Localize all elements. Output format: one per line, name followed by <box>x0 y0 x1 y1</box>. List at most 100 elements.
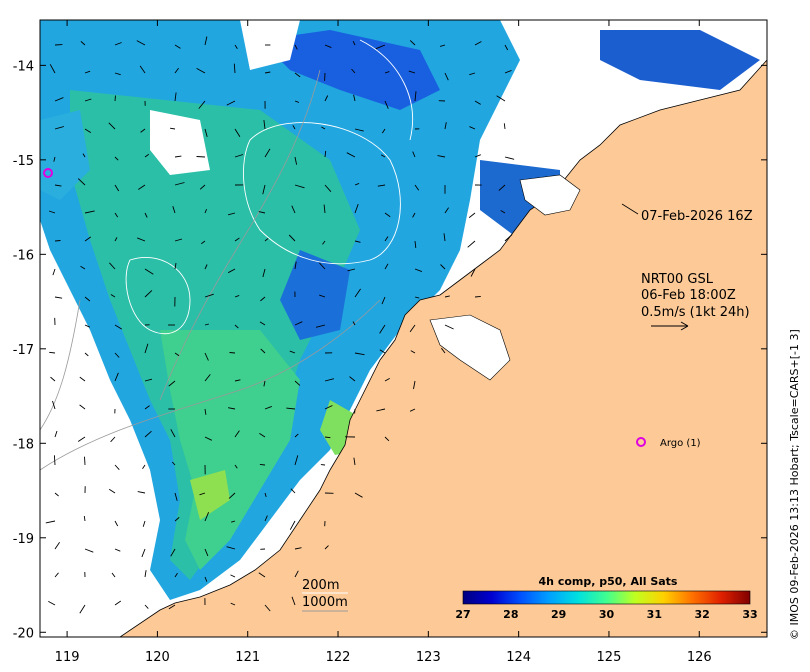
colorbar-tick-label: 30 <box>599 608 615 621</box>
current-vector <box>354 240 361 243</box>
current-vector <box>230 602 236 606</box>
current-vector <box>264 405 272 410</box>
current-vector <box>292 125 296 130</box>
current-vector <box>144 430 152 438</box>
current-vector <box>170 127 176 130</box>
current-vector <box>289 520 296 530</box>
current-vector <box>114 237 118 242</box>
current-vector <box>234 379 241 382</box>
lon-tick-label: 120 <box>145 650 170 665</box>
current-vector <box>174 67 179 74</box>
current-vector <box>144 604 149 609</box>
current-vector <box>174 155 182 158</box>
current-vector <box>84 236 92 242</box>
current-vector <box>227 212 236 216</box>
lon-tick-label: 123 <box>416 650 441 665</box>
current-vector <box>294 44 298 50</box>
current-vector <box>352 321 356 326</box>
current-vector <box>380 154 386 158</box>
current-vector <box>354 203 359 214</box>
current-vector <box>467 240 476 248</box>
current-vector <box>504 69 512 74</box>
current-vector <box>504 234 513 242</box>
current-vector <box>414 91 417 102</box>
current-vector <box>49 64 56 74</box>
current-vector <box>294 380 301 386</box>
current-vector <box>294 547 302 550</box>
current-vector <box>288 234 296 242</box>
current-vector <box>84 352 89 357</box>
land-mass <box>119 59 767 637</box>
current-vector <box>174 572 178 578</box>
lon-tick-label: 125 <box>597 650 622 665</box>
current-vector <box>174 492 178 501</box>
contour-label-1000m: 1000m <box>302 595 348 610</box>
current-vector <box>290 488 296 494</box>
colorbar-gradient <box>462 590 751 605</box>
current-vector <box>379 349 386 354</box>
current-vector <box>174 44 181 49</box>
current-vector <box>54 572 59 578</box>
current-vector <box>54 184 62 187</box>
lat-tick-label: -19 <box>13 532 34 547</box>
current-vector <box>84 548 94 553</box>
current-vector <box>79 404 86 410</box>
current-vector <box>198 100 206 109</box>
current-vector <box>346 152 356 158</box>
current-vector <box>384 263 389 270</box>
current-vector <box>384 212 391 218</box>
current-vector <box>443 233 446 242</box>
current-vector <box>324 150 327 158</box>
current-vector <box>409 40 416 46</box>
current-vector <box>324 95 329 102</box>
lon-tick-label: 122 <box>326 650 351 665</box>
current-vector <box>204 576 208 582</box>
current-vector <box>474 295 481 298</box>
lon-tick-label: 121 <box>235 650 260 665</box>
current-vector <box>108 122 116 130</box>
current-vector <box>439 44 446 47</box>
current-vector <box>174 238 183 242</box>
current-vector <box>114 72 121 76</box>
current-vector <box>140 128 146 133</box>
current-vector <box>84 296 91 302</box>
colorbar-tick-label: 32 <box>695 608 710 621</box>
latitude-axis: -14 -15 -16 -17 -18 -19 -20 <box>13 59 767 641</box>
current-vector <box>324 184 332 192</box>
colorbar-tick-label: 28 <box>503 608 518 621</box>
lat-tick-label: -15 <box>13 154 34 169</box>
lat-tick-label: -18 <box>13 437 34 452</box>
track-label-leader <box>621 203 639 215</box>
lat-tick-label: -14 <box>13 59 34 74</box>
current-vector <box>354 352 365 356</box>
current-vector <box>79 604 86 614</box>
current-vector <box>201 240 206 245</box>
colorbar: 4h comp, p50, All Sats 27 28 29 30 31 32 33 <box>455 575 757 621</box>
current-vector <box>48 210 56 214</box>
current-vector <box>84 128 92 133</box>
current-vector <box>353 94 356 102</box>
current-vector <box>409 408 416 412</box>
current-vector <box>324 378 335 382</box>
current-vector <box>114 42 122 46</box>
current-vector <box>174 352 180 357</box>
current-vector <box>315 324 326 328</box>
current-vector <box>376 408 386 412</box>
current-vector <box>294 455 299 466</box>
current-vector <box>444 72 449 81</box>
colorbar-tick-label: 29 <box>551 608 566 621</box>
current-vector <box>204 293 214 298</box>
current-vector <box>352 40 356 46</box>
current-vector <box>196 68 206 74</box>
current-vector <box>84 98 92 102</box>
current-vector <box>82 153 86 158</box>
current-vector <box>260 348 266 354</box>
coast-inlet-2 <box>519 174 581 216</box>
current-vector <box>204 374 211 382</box>
current-vector <box>354 128 364 132</box>
current-vector <box>226 546 236 550</box>
current-vector <box>52 268 56 276</box>
current-vector <box>384 100 389 109</box>
current-vector <box>231 520 236 523</box>
